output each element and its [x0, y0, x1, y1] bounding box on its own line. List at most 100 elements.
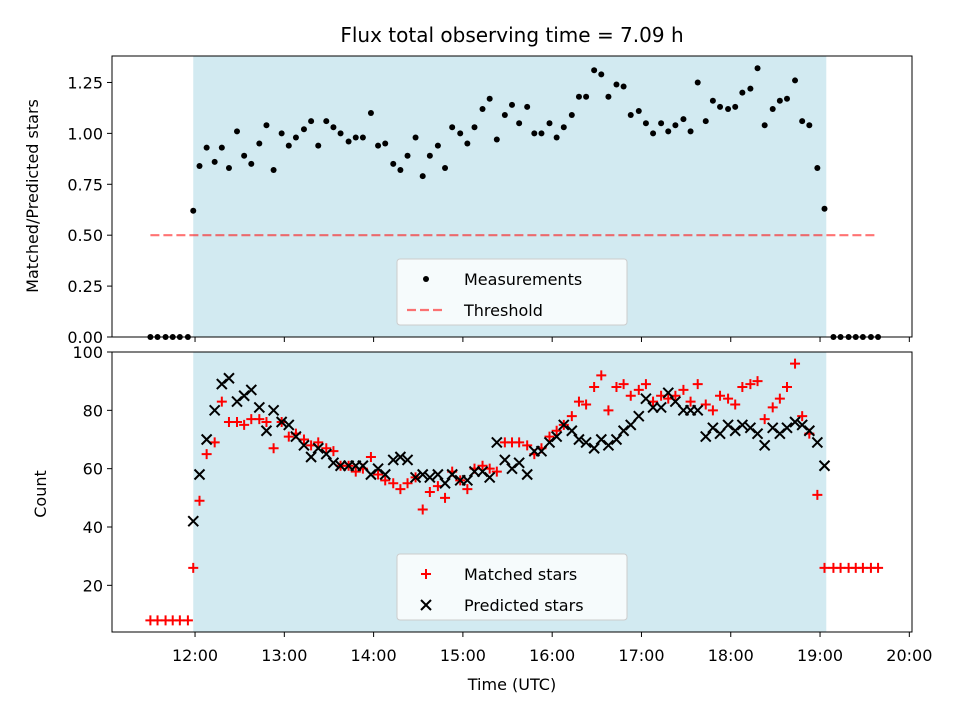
data-point	[267, 404, 280, 417]
data-point	[283, 419, 295, 431]
data-point	[642, 120, 649, 127]
data-point	[209, 437, 220, 448]
data-point	[424, 487, 435, 497]
data-point	[308, 118, 315, 125]
data-point	[633, 410, 645, 422]
bottom-panel: 20 40 60 80 100 12:00 13:00 14:00 15:00 16:00 17:0…	[72, 343, 932, 665]
data-point	[253, 401, 266, 414]
legend-label: Predicted stars	[464, 596, 584, 615]
y-tick-label: 20	[83, 576, 103, 595]
data-point	[223, 372, 235, 384]
data-point	[767, 402, 778, 413]
data-point	[611, 382, 622, 392]
data-point	[483, 471, 496, 484]
data-point	[588, 442, 600, 454]
data-point	[514, 437, 525, 448]
data-point	[558, 419, 570, 431]
data-point	[819, 562, 830, 573]
data-point	[538, 130, 545, 137]
y-tick-label: 0.25	[67, 277, 103, 296]
data-point	[216, 396, 227, 407]
data-point	[298, 439, 310, 452]
data-point	[715, 390, 726, 401]
data-point	[432, 468, 444, 481]
data-point	[591, 67, 598, 74]
y-tick-label: 1.25	[67, 73, 103, 92]
data-point	[278, 130, 285, 137]
x-tick-label: 14:00	[351, 646, 397, 665]
data-point	[818, 460, 831, 472]
data-point	[524, 103, 531, 110]
data-point	[784, 95, 790, 102]
data-point	[270, 167, 277, 174]
data-point	[499, 454, 511, 466]
data-point	[323, 118, 330, 125]
data-point	[365, 452, 376, 462]
data-point	[782, 382, 792, 392]
data-point	[560, 124, 567, 131]
data-point	[605, 93, 612, 100]
x-tick-label: 20:00	[886, 646, 932, 665]
data-point	[544, 431, 555, 442]
data-point	[603, 405, 614, 416]
data-point	[633, 384, 644, 395]
data-point	[625, 419, 637, 431]
data-point	[658, 120, 665, 127]
data-point	[737, 382, 748, 392]
legend-swatch	[421, 569, 431, 579]
data-point	[477, 460, 488, 471]
data-point	[789, 416, 801, 428]
data-point	[799, 118, 806, 125]
data-point	[814, 164, 821, 171]
data-point	[551, 425, 562, 436]
y-tick-label: 0.75	[67, 175, 103, 194]
data-point	[380, 475, 391, 486]
data-point	[373, 469, 384, 480]
data-point	[635, 107, 642, 114]
data-point	[692, 404, 704, 417]
data-point	[395, 484, 406, 495]
data-point	[357, 460, 369, 472]
data-point	[203, 144, 210, 151]
data-point	[404, 152, 411, 159]
data-point	[575, 93, 582, 100]
x-tick-label: 18:00	[708, 646, 754, 665]
data-point	[702, 118, 709, 125]
data-point	[239, 419, 250, 430]
y-tick-label: 60	[83, 460, 103, 479]
data-point	[736, 419, 749, 431]
data-point	[285, 142, 292, 149]
data-point	[479, 105, 486, 112]
data-point	[359, 134, 366, 141]
data-point	[412, 134, 419, 141]
data-point	[821, 205, 828, 212]
data-point	[700, 430, 712, 443]
data-point	[501, 112, 508, 119]
data-point	[678, 384, 689, 395]
data-point	[732, 103, 739, 110]
legend-swatch	[423, 276, 429, 282]
y-tick-label: 40	[83, 518, 103, 537]
data-point	[397, 167, 404, 174]
data-point	[367, 110, 374, 117]
data-point	[248, 160, 255, 167]
data-point	[446, 468, 458, 481]
data-point	[700, 399, 711, 410]
data-point	[193, 468, 206, 481]
data-point	[312, 442, 324, 454]
data-point	[187, 515, 199, 527]
data-point	[812, 489, 823, 500]
data-point	[379, 468, 391, 481]
data-point	[292, 134, 299, 141]
data-point	[313, 437, 324, 448]
data-point	[581, 399, 592, 410]
data-point	[486, 95, 493, 102]
legend-label: Measurements	[464, 270, 582, 289]
bottom-series-0	[145, 358, 884, 626]
data-point	[692, 379, 703, 390]
data-point	[462, 484, 473, 495]
data-point	[754, 65, 761, 72]
data-point	[417, 504, 428, 515]
data-point	[613, 81, 620, 88]
data-point	[234, 128, 240, 135]
